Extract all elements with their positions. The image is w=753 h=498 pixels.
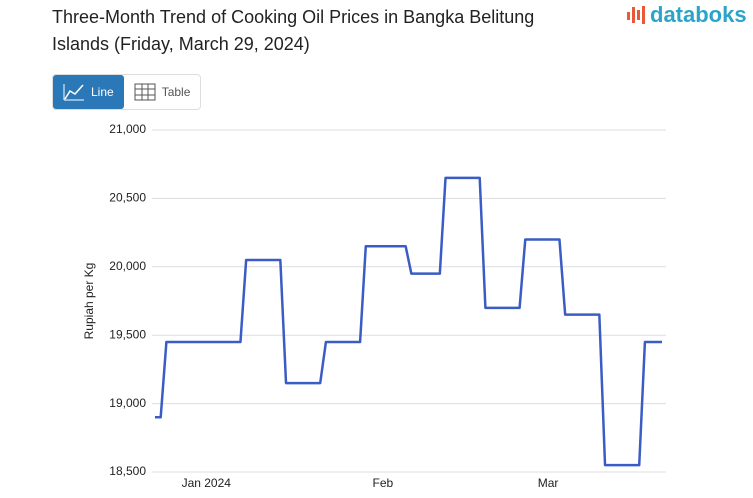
table-tab-label: Table (161, 85, 191, 99)
y-tick-label: 20,500 (109, 191, 146, 205)
y-tick-label: 18,500 (109, 464, 146, 478)
y-axis-label: Rupiah per Kg (82, 263, 96, 340)
price-line (155, 176, 662, 467)
x-tick-label: Mar (538, 476, 559, 490)
y-tick-label: 19,000 (109, 396, 146, 410)
x-tick-label: Feb (373, 476, 394, 490)
logo: databoks (626, 2, 747, 28)
y-tick-label: 21,000 (109, 122, 146, 136)
y-tick-label: 19,500 (109, 327, 146, 341)
line-tab-label: Line (91, 85, 114, 99)
view-switch: Line Table (52, 74, 202, 110)
logo-text: databoks (650, 2, 747, 27)
line-tab[interactable]: Line (53, 75, 124, 109)
y-tick-label: 20,000 (109, 259, 146, 273)
logo-icon (627, 6, 645, 24)
table-tab[interactable]: Table (124, 75, 201, 109)
x-tick-label: Jan 2024 (182, 476, 232, 490)
chart-title: Three-Month Trend of Cooking Oil Prices … (52, 7, 535, 54)
